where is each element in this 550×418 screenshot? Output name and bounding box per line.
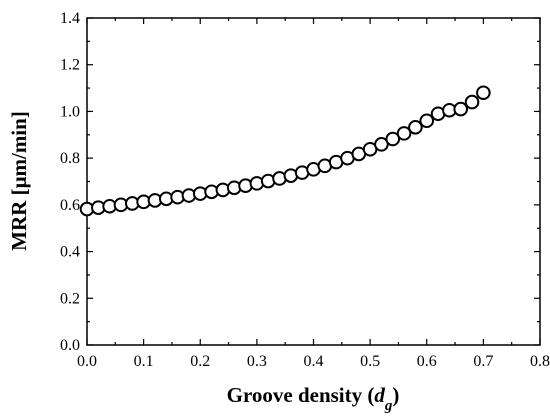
x-tick-label: 0.3 xyxy=(247,353,267,370)
y-tick-label: 0.4 xyxy=(60,244,80,261)
x-tick-label: 0.4 xyxy=(304,353,324,370)
data-points xyxy=(79,85,491,217)
plot-frame xyxy=(86,17,541,346)
axis-ticks: 0.0 0.1 0.2 0.3 0.4 0.5 0.6 0.7 0.8 0.0 0.2 0.4 0.6 0… xyxy=(60,10,550,370)
x-tick-label: 0.8 xyxy=(530,353,550,370)
x-tick-label: 0.1 xyxy=(134,353,154,370)
y-tick-label: 1.2 xyxy=(60,57,80,74)
data-point xyxy=(464,94,480,110)
x-tick-label: 0.7 xyxy=(473,353,493,370)
x-axis-title: Groove density (dg) xyxy=(227,383,400,414)
data-point xyxy=(419,113,435,129)
y-tick-label: 0.8 xyxy=(60,150,80,167)
y-axis-title: MRR [μm/min] xyxy=(7,111,31,251)
x-tick-label: 0.6 xyxy=(417,353,437,370)
data-point xyxy=(453,101,469,117)
data-point xyxy=(476,85,491,101)
y-tick-label: 1.4 xyxy=(60,10,80,27)
x-tick-label: 0.5 xyxy=(360,353,380,370)
y-tick-label: 0.2 xyxy=(60,290,80,307)
y-tick-label: 1.0 xyxy=(60,103,80,120)
data-point xyxy=(385,131,401,147)
data-point xyxy=(374,137,389,152)
x-tick-label: 0.2 xyxy=(190,353,210,370)
data-point xyxy=(396,126,412,141)
y-tick-label: 0.6 xyxy=(60,197,80,214)
data-point xyxy=(408,120,423,135)
x-tick-label: 0.0 xyxy=(77,353,97,370)
y-tick-label: 0.0 xyxy=(60,337,80,354)
